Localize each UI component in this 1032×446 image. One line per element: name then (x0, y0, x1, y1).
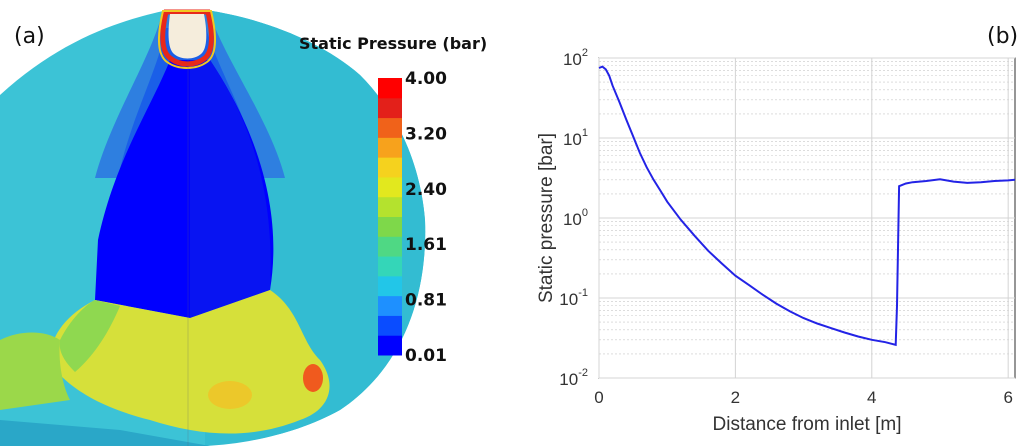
x-axis-title: Distance from inlet [m] (713, 414, 902, 435)
y-tick-label: 100 (563, 207, 588, 229)
colorbar-segment (378, 216, 402, 237)
series-line-static-pressure (598, 65, 1016, 347)
panel-a-label: (a) (14, 24, 45, 49)
hot-spot (303, 364, 323, 392)
colorbar-tick-label: 3.20 (405, 124, 447, 144)
colorbar-segment (378, 315, 402, 336)
edge-bottom (0, 420, 210, 446)
y-tick-label: 102 (563, 47, 588, 69)
high-pressure-region (51, 290, 330, 434)
colorbar-segment (378, 117, 402, 138)
colorbar (378, 78, 402, 356)
major-grid (598, 57, 1015, 379)
warm-spot (208, 381, 252, 409)
panel-a-contour (0, 9, 426, 446)
x-tick-label: 4 (867, 388, 876, 407)
inlet-core (168, 14, 207, 59)
colorbar-segment (378, 335, 402, 356)
colorbar-segment (378, 137, 402, 158)
high-pressure-left (0, 332, 70, 410)
colorbar-segment (378, 256, 402, 277)
high-pressure-green (59, 300, 120, 372)
low-pressure-region-right (190, 60, 271, 318)
minor-grid (599, 61, 1015, 355)
legend-title: Static Pressure (bar) (299, 34, 487, 53)
colorbar-tick-label: 1.61 (405, 235, 447, 255)
colorbar-segment (378, 295, 402, 316)
x-tick-label: 6 (1003, 388, 1012, 407)
colorbar-tick-label: 2.40 (405, 180, 447, 200)
y-axis-title: Static pressure [bar] (536, 133, 557, 303)
panel-b-chart: 0 2 4 6 102 101 100 10-1 10-2 Distance from inl… (536, 47, 1016, 435)
panel-b-label: (b) (987, 24, 1018, 49)
y-tick-label: 10-2 (559, 367, 588, 389)
colorbar-segment (378, 275, 402, 297)
inlet-ring (160, 9, 214, 67)
colorbar-ticks: 4.00 3.20 2.40 1.61 0.81 0.01 (405, 69, 447, 366)
colorbar-legend: Static Pressure (bar) 4.00 3.20 2.40 1.61 0.… (299, 34, 487, 366)
x-axis-ticks: 0 2 4 6 (594, 388, 1013, 407)
x-tick-label: 2 (731, 388, 740, 407)
x-tick-label: 0 (594, 388, 603, 407)
y-tick-label: 10-1 (559, 287, 588, 309)
colorbar-segment (378, 236, 402, 257)
colorbar-tick-label: 0.81 (405, 291, 447, 311)
inlet-ring-outer (158, 10, 216, 69)
colorbar-segment (378, 196, 402, 217)
colorbar-segment (378, 78, 402, 99)
y-tick-label: 101 (563, 127, 588, 149)
colorbar-segment (378, 97, 402, 119)
y-axis-ticks: 102 101 100 10-1 10-2 (559, 47, 588, 389)
colorbar-tick-label: 0.01 (405, 346, 447, 366)
colorbar-segment (378, 176, 402, 198)
colorbar-segment (378, 157, 402, 178)
colorbar-tick-label: 4.00 (405, 69, 447, 89)
